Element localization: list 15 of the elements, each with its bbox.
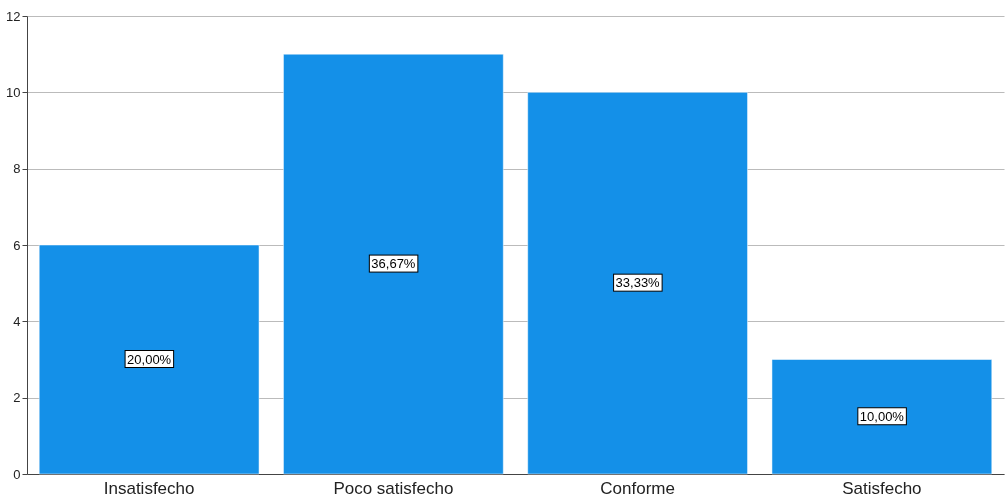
bar: [283, 53, 504, 475]
bar: [38, 244, 260, 475]
x-tick-label: Insatisfecho: [103, 478, 195, 498]
y-tick-label: 10: [6, 84, 21, 100]
y-tick-label: 0: [13, 466, 21, 482]
y-tick-label: 4: [13, 313, 21, 329]
x-tick-label: Poco satisfecho: [333, 478, 454, 498]
bar: [771, 359, 993, 475]
y-tick-label: 6: [13, 237, 21, 253]
y-tick-label: 8: [13, 161, 21, 177]
y-tick-label: 12: [6, 8, 21, 24]
x-tick-label: Satisfecho: [842, 478, 922, 498]
bar: [527, 92, 748, 475]
x-tick-label: Conforme: [600, 478, 675, 498]
y-tick-label: 2: [13, 390, 21, 406]
